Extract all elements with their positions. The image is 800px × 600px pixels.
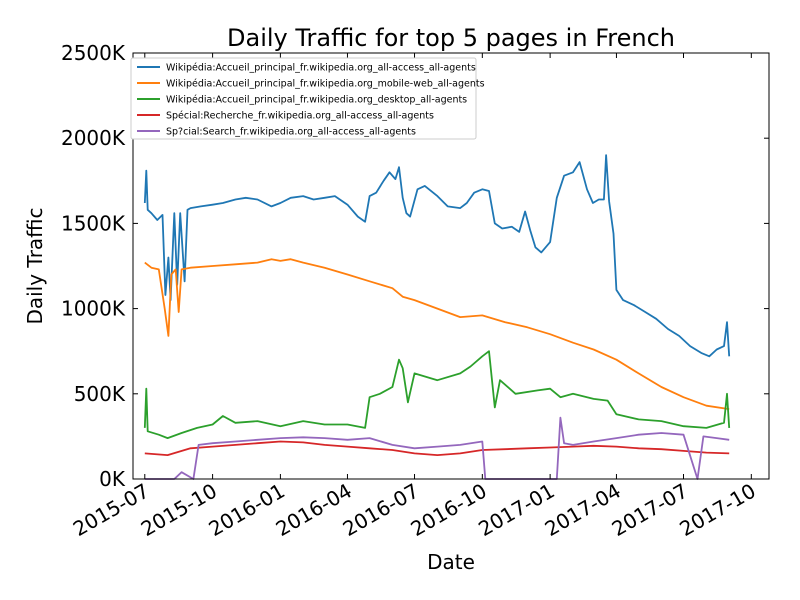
- legend-entry: Wikipédia:Accueil_principal_fr.wikipedia…: [166, 95, 467, 106]
- legend: Wikipédia:Accueil_principal_fr.wikipedia…: [130, 57, 485, 140]
- legend-entry: Sp?cial:Search_fr.wikipedia.org_all-acce…: [166, 127, 416, 138]
- series-line-1: [143, 154, 731, 358]
- y-axis: 0K 500K 1000K 1500K 2000K 2500K: [61, 41, 769, 491]
- y-tick-label: 2500K: [61, 41, 126, 65]
- legend-entry: Wikipédia:Accueil_principal_fr.wikipedia…: [166, 79, 485, 90]
- series-layer: [143, 154, 731, 480]
- chart-title: Daily Traffic for top 5 pages in French: [227, 24, 675, 52]
- legend-entry: Spécial:Recherche_fr.wikipedia.org_all-a…: [166, 111, 434, 122]
- legend-box: [130, 57, 477, 140]
- y-tick-label: 0K: [99, 467, 126, 491]
- plot-frame: [132, 52, 770, 480]
- x-axis-title: Date: [427, 550, 475, 574]
- series-line-2: [144, 258, 730, 410]
- series-line-4: [144, 440, 730, 457]
- y-axis-title: Daily Traffic: [23, 207, 47, 324]
- legend-entry: Wikipédia:Accueil_principal_fr.wikipedia…: [166, 63, 476, 74]
- series-line-5: [144, 416, 730, 480]
- y-tick-label: 2000K: [61, 126, 126, 150]
- series-line-3: [143, 350, 731, 440]
- y-tick-label: 1500K: [61, 211, 126, 235]
- y-tick-label: 500K: [74, 382, 126, 406]
- y-tick-label: 1000K: [61, 297, 126, 321]
